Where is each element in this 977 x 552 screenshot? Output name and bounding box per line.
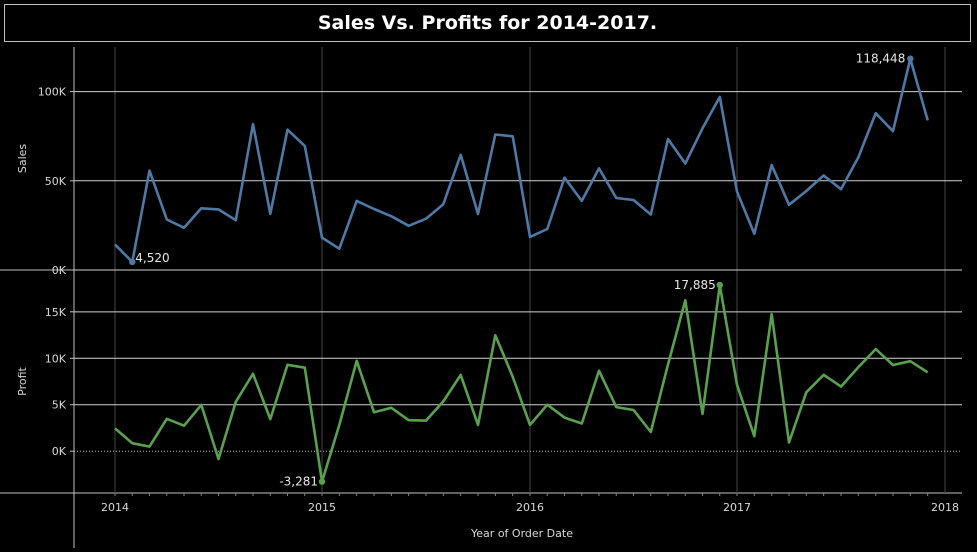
profit-y-tick-label-10K: 10K — [45, 352, 67, 365]
sales-annotation-marker — [907, 55, 914, 62]
profit-annotation-marker — [318, 478, 326, 485]
sales-series-line — [114, 57, 929, 264]
profit-y-tick-label-0K: 0K — [52, 445, 67, 458]
sales-annotation-marker — [129, 258, 136, 266]
x-tick-label-2017: 2017 — [723, 501, 751, 514]
sales-y-tick-label-100K: 100K — [38, 86, 67, 99]
sales-axis-title: Sales — [16, 144, 29, 174]
sales-y-tick-label-0K: 0K — [52, 264, 67, 277]
profit-annotation-marker — [716, 281, 723, 289]
x-tick-label-2015: 2015 — [308, 501, 336, 514]
profit-annotation-label: -3,281 — [279, 475, 318, 489]
x-tick-label-2018: 2018 — [931, 501, 959, 514]
sales-annotation-label: 4,520 — [135, 251, 169, 265]
profit-axis-title: Profit — [16, 366, 29, 395]
chart-title-box: Sales Vs. Profits for 2014-2017. — [4, 4, 971, 42]
profit-y-tick-label-15K: 15K — [45, 306, 67, 319]
sales-annotation-label: 118,448 — [856, 52, 906, 66]
chart-title: Sales Vs. Profits for 2014-2017. — [317, 12, 658, 34]
x-tick-label-2014: 2014 — [101, 501, 129, 514]
profit-series-line — [114, 283, 929, 484]
x-tick-label-2016: 2016 — [516, 501, 544, 514]
x-axis-title: Year of Order Date — [470, 527, 573, 540]
profit-y-tick-label-5K: 5K — [52, 399, 67, 412]
sales-y-tick-label-50K: 50K — [45, 175, 67, 188]
profit-annotation-label: 17,885 — [674, 278, 716, 292]
